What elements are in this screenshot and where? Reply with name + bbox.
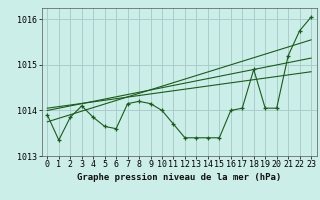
X-axis label: Graphe pression niveau de la mer (hPa): Graphe pression niveau de la mer (hPa) (77, 173, 281, 182)
